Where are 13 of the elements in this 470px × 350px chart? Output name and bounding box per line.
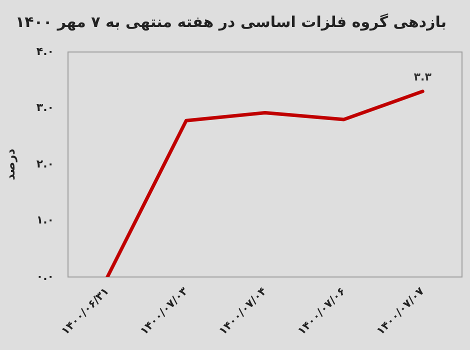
- chart-title: بازدهی گروه فلزات اساسی در هفته منتهی به ۷ مهر ۱۴۰۰: [16, 12, 446, 31]
- y-tick-label: ۲.۰: [36, 157, 54, 170]
- y-tick-label: ۰.۰: [36, 270, 54, 283]
- y-tick-label: ۴.۰: [36, 44, 54, 58]
- y-tick-label: ۱.۰: [36, 214, 54, 227]
- x-tick-label: ۱۴۰۰/۰۷/۰۷: [374, 284, 427, 338]
- x-tick-label: ۱۴۰۰/۰۷/۰۶: [295, 284, 348, 338]
- x-tick-label: ۱۴۰۰/۰۶/۳۱: [58, 284, 112, 338]
- x-tick-label: ۱۴۰۰/۰۷/۰۳: [137, 284, 191, 338]
- data-label: ۳.۳: [414, 70, 432, 84]
- y-axis-title: درصد: [3, 148, 18, 180]
- y-tick-label: ۳.۰: [36, 101, 54, 114]
- x-tick-label: ۱۴۰۰/۰۷/۰۴: [216, 284, 270, 338]
